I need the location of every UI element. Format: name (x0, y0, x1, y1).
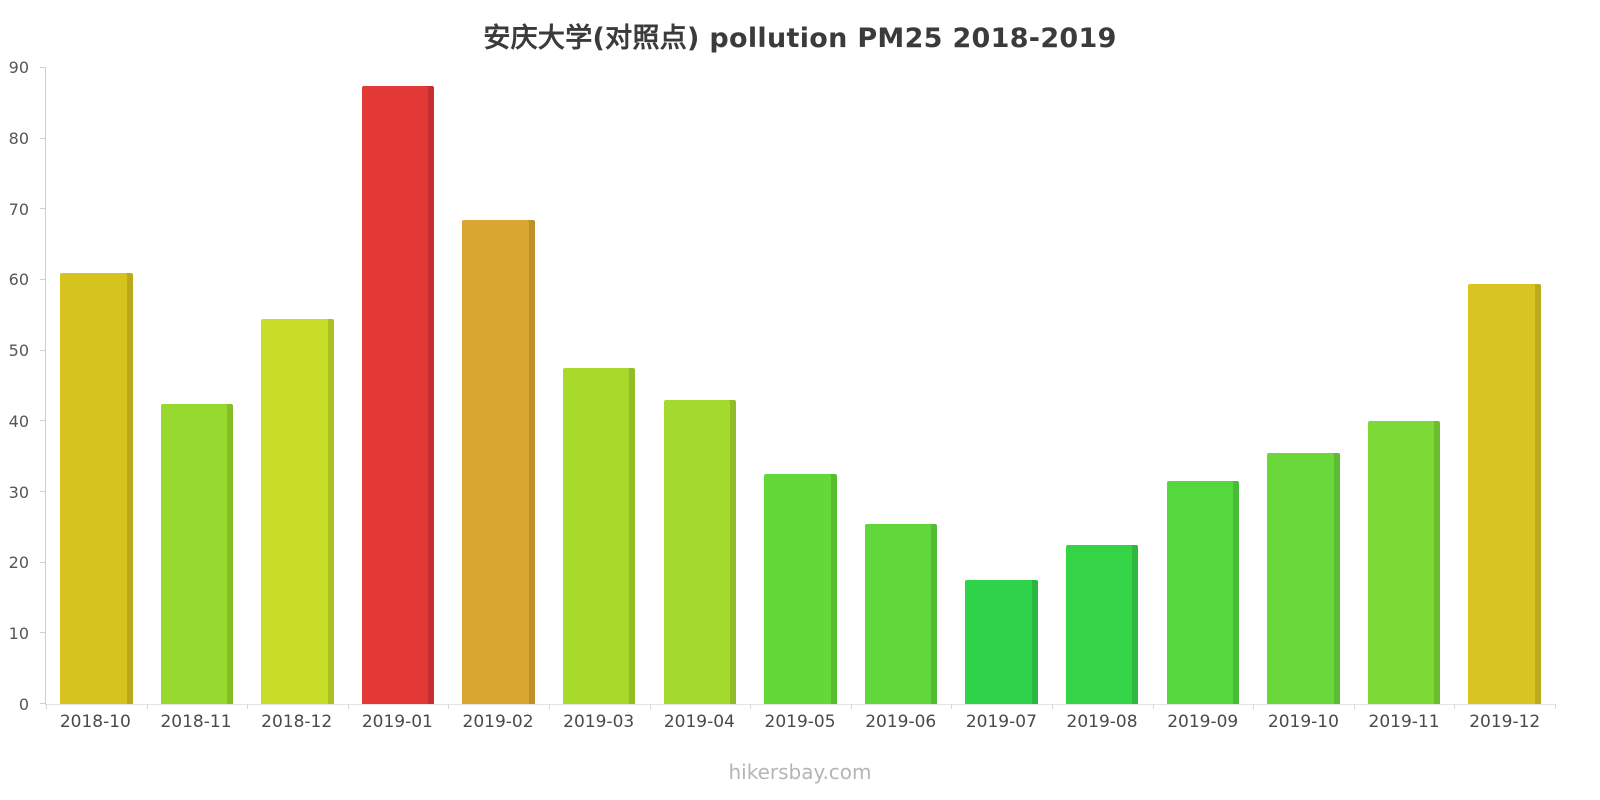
y-axis-labels: 0 10 20 30 40 50 60 70 80 90 (0, 60, 38, 713)
bar-2018-11 (160, 403, 234, 704)
bar-2019-06 (864, 523, 938, 704)
bar-slot (46, 68, 147, 704)
y-tick-label: 20 (8, 553, 29, 573)
y-tick-label: 50 (8, 341, 29, 361)
bar-2019-04 (663, 400, 737, 704)
x-tick-mark (1454, 704, 1456, 709)
x-tick-mark (1052, 704, 1053, 709)
x-axis-labels: 2018-10 2018-11 2018-12 2019-01 2019-02 2019-… (45, 712, 1555, 732)
x-tick-mark (1152, 704, 1154, 709)
bar-2019-01 (361, 85, 435, 704)
y-tick-label: 0 (18, 695, 29, 714)
x-tick-mark (448, 704, 450, 709)
x-axis-label: 2019-09 (1167, 712, 1239, 732)
y-tick-mark (40, 349, 46, 351)
y-tick-label: 70 (8, 199, 29, 219)
y-tick-label: 60 (8, 270, 29, 290)
bar-2019-08 (1066, 545, 1139, 704)
x-axis-label: 2018-10 (59, 712, 131, 732)
bar-2018-12 (261, 318, 334, 704)
bar-slot (1052, 68, 1153, 704)
y-tick-mark (40, 420, 46, 422)
bar-2019-02 (462, 219, 535, 704)
y-tick-mark (40, 632, 46, 634)
y-tick-mark (40, 137, 46, 139)
y-tick-mark (40, 67, 46, 68)
bar-2018-10 (60, 272, 133, 704)
x-axis-label: 2019-07 (965, 712, 1037, 732)
y-tick-mark (40, 208, 46, 210)
y-tick-label: 80 (8, 128, 29, 148)
bar-slot (247, 68, 348, 704)
plot-wrap: 0 10 20 30 40 50 60 70 80 90 (9, 60, 1556, 713)
bar-2019-05 (764, 474, 837, 704)
x-axis-label: 2019-03 (563, 712, 635, 732)
bar-slot (147, 68, 248, 704)
x-tick-mark (750, 704, 752, 709)
bar-slot (951, 68, 1052, 704)
x-tick-mark (549, 704, 550, 709)
bar-slot (1153, 68, 1254, 704)
y-tick-label: 30 (8, 482, 29, 502)
y-tick-mark (40, 491, 46, 492)
y-tick-label: 10 (8, 624, 29, 644)
bar-2019-07 (965, 580, 1038, 704)
bar-slot (1253, 68, 1354, 704)
x-axis-label: 2019-01 (361, 712, 433, 732)
x-tick-mark (347, 704, 349, 709)
bar-2019-10 (1267, 453, 1340, 704)
x-tick-mark (46, 704, 47, 709)
x-tick-mark (1253, 704, 1255, 709)
plot-area (40, 67, 1556, 709)
y-tick-mark (40, 703, 46, 704)
bar-2019-03 (563, 368, 636, 704)
bar-slot (851, 68, 952, 704)
x-tick-mark (1353, 704, 1355, 709)
x-axis-label: 2019-10 (1267, 712, 1339, 732)
watermark-text: hikersbay.com (728, 760, 872, 784)
bar-slot (448, 68, 549, 704)
bar-slot (750, 68, 851, 704)
y-tick-mark (40, 279, 46, 280)
y-tick-label: 40 (8, 411, 29, 431)
bar-slot (650, 68, 751, 704)
x-tick-mark (146, 704, 148, 709)
bar-slot (348, 68, 449, 704)
x-tick-mark (850, 704, 852, 709)
x-axis-label: 2019-02 (462, 712, 534, 732)
x-axis-label: 2019-05 (764, 712, 836, 732)
x-axis-label: 2018-11 (160, 712, 232, 732)
x-tick-mark (649, 704, 651, 709)
x-tick-mark (1555, 704, 1556, 709)
x-axis-label: 2019-04 (663, 712, 735, 732)
y-tick-label: 90 (8, 58, 29, 77)
bars-container (46, 68, 1555, 704)
x-axis-label: 2019-06 (865, 712, 937, 732)
bar-2019-09 (1166, 481, 1240, 704)
bar-slot (1354, 68, 1455, 704)
chart-title: 安庆大学(对照点) pollution PM25 2018-2019 (483, 23, 1117, 54)
x-tick-mark (951, 704, 953, 709)
bar-slot (549, 68, 650, 704)
x-axis-label: 2019-11 (1368, 712, 1440, 732)
x-tick-mark (247, 704, 249, 709)
bar-2019-12 (1468, 283, 1541, 704)
y-tick-mark (40, 561, 46, 563)
x-axis-label: 2018-12 (261, 712, 333, 732)
bar-slot (1454, 68, 1555, 704)
x-axis-label: 2019-12 (1469, 712, 1541, 732)
x-axis-label: 2019-08 (1066, 712, 1138, 732)
bar-2019-11 (1367, 421, 1441, 704)
